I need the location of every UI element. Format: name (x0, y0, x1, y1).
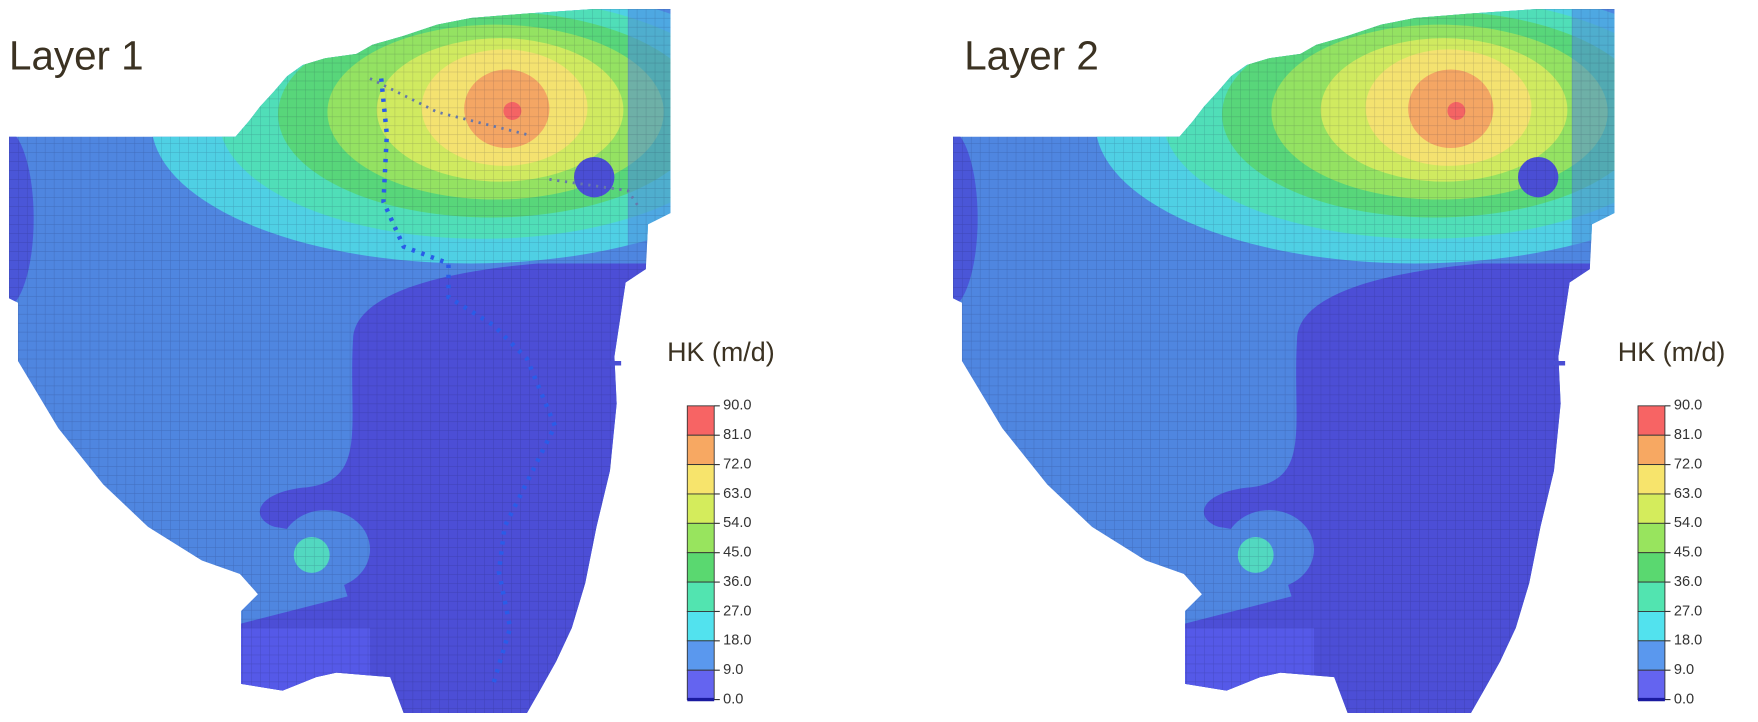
legend-swatch (687, 435, 714, 464)
legend-title: HK (m/d) (667, 337, 775, 367)
figure: Layer 1 HK (m/d) 90.0 81.0 72.0 63.0 54.0 45.… (0, 0, 1758, 722)
panel: Layer 1 HK (m/d) 90.0 81.0 72.0 63.0 54.0 45.… (0, 0, 790, 722)
legend-label: 54.0 (723, 515, 751, 531)
legend-label: 9.0 (1674, 662, 1694, 678)
legend-label: 90.0 (1674, 398, 1702, 414)
legend-swatch (1638, 494, 1665, 523)
legend-label: 9.0 (723, 662, 743, 678)
legend: 90.0 81.0 72.0 63.0 54.0 45.0 36.0 27.0 18.0 9.0 0… (687, 398, 751, 708)
legend-swatch (687, 465, 714, 494)
legend-label: 54.0 (1674, 515, 1702, 531)
legend-label: 72.0 (1674, 456, 1702, 472)
legend-swatch (1638, 641, 1665, 670)
legend-swatch (687, 494, 714, 523)
legend-swatch (687, 523, 714, 552)
legend-swatch (1638, 406, 1665, 435)
legend: 90.0 81.0 72.0 63.0 54.0 45.0 36.0 27.0 18.0 9.0 0… (1638, 398, 1702, 708)
legend-label: 72.0 (723, 456, 751, 472)
layer-title: Layer 2 (964, 33, 1099, 79)
legend-swatch (1638, 523, 1665, 552)
legend-title: HK (m/d) (1618, 337, 1726, 367)
legend-swatch (1638, 582, 1665, 611)
legend-swatch (1638, 670, 1665, 699)
layer-title: Layer 1 (9, 33, 144, 79)
legend-swatch (687, 641, 714, 670)
legend-swatch (687, 406, 714, 435)
legend-label: 27.0 (723, 603, 751, 619)
legend-label: 45.0 (1674, 545, 1702, 561)
legend-swatch (687, 670, 714, 699)
legend-label: 90.0 (723, 398, 751, 414)
legend-swatch (1638, 553, 1665, 582)
legend-swatch (1638, 465, 1665, 494)
legend-label: 18.0 (1674, 633, 1702, 649)
legend-label: 63.0 (723, 486, 751, 502)
legend-label: 63.0 (1674, 486, 1702, 502)
legend-label: 45.0 (723, 545, 751, 561)
legend-label: 81.0 (1674, 427, 1702, 443)
legend-label: 36.0 (1674, 574, 1702, 590)
legend-swatch (1638, 435, 1665, 464)
legend-label: 0.0 (723, 691, 743, 707)
legend-swatch (1638, 611, 1665, 640)
legend-swatch (687, 553, 714, 582)
legend-label: 27.0 (1674, 603, 1702, 619)
legend-label: 81.0 (723, 427, 751, 443)
legend-swatch (687, 582, 714, 611)
legend-swatch (687, 611, 714, 640)
legend-label: 0.0 (1674, 691, 1694, 707)
legend-label: 36.0 (723, 574, 751, 590)
legend-label: 18.0 (723, 633, 751, 649)
panel: Layer 2 HK (m/d) 90.0 81.0 72.0 63.0 54.0 45.… (919, 0, 1734, 722)
contour-map (919, 0, 1734, 722)
